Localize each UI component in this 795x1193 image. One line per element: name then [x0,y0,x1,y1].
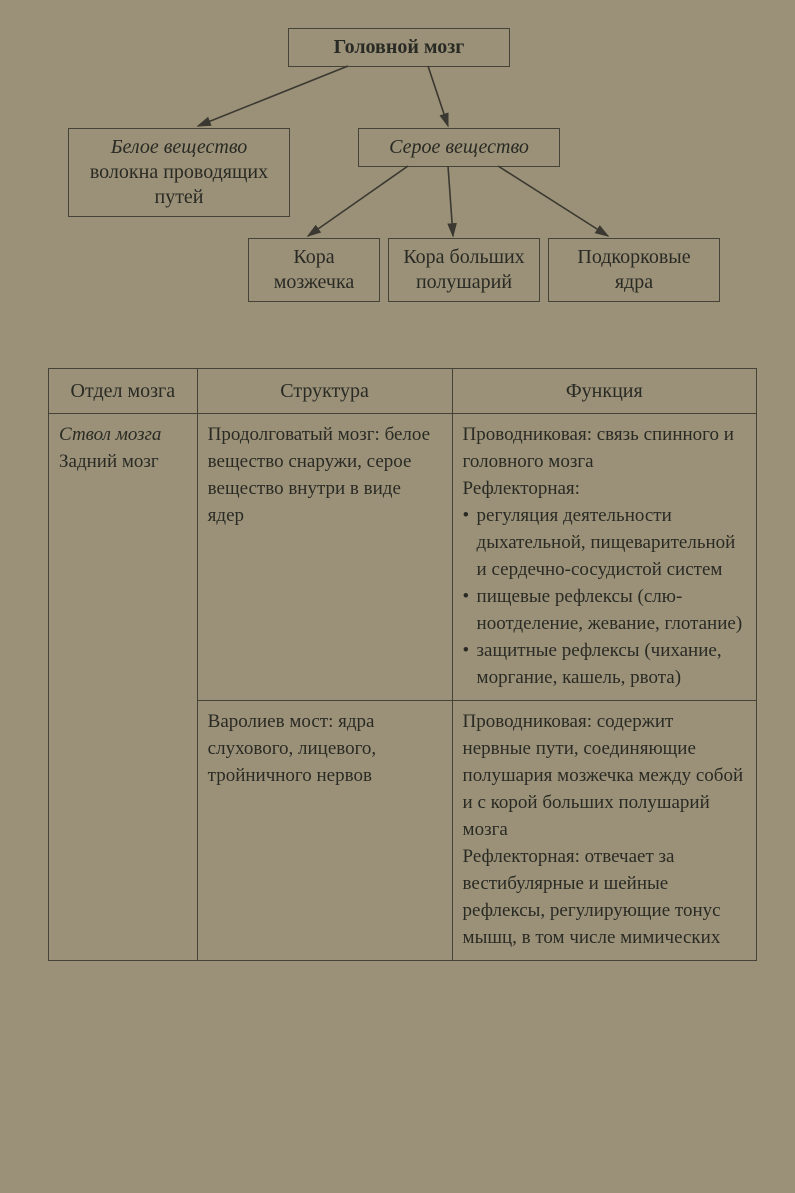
diagram-root-node: Головной мозг [288,28,510,67]
function-bullet: регуляция деятельности дыхательной, пище… [463,503,746,584]
cell-function: Проводниковая: связь спин­ного и головно… [452,414,756,701]
table-header-structure: Структура [197,369,452,414]
diagram-node-subtitle: волокна проводящих путей [79,160,279,210]
function-lead: Проводниковая: содержит нервные пути, со… [463,709,746,844]
section-plain: Задний мозг [59,451,159,472]
diagram-node-subcortical-nuclei: Подкорковые ядра [548,238,720,302]
brain-diagram: Головной мозг Белое вещество волокна про… [48,28,757,368]
diagram-node-white-matter: Белое вещество волокна проводящих путей [68,128,290,217]
function-bullets: регуляция деятельности дыхательной, пище… [463,503,746,692]
diagram-node-cerebellar-cortex: Кора мозжечка [248,238,380,302]
function-bullet: пищевые рефлексы (слю­ноотделение, жеван… [463,584,746,638]
function-lead: Проводниковая: связь спин­ного и головно… [463,422,746,476]
section-emph: Ствол мозга [59,424,161,445]
diagram-node-hemisphere-cortex: Кора больших полушарий [388,238,540,302]
diagram-node-title: Белое вещество [111,136,248,158]
function-bullet: защитные рефлексы (чи­хание, моргание, к… [463,638,746,692]
cell-brain-section: Ствол мозга Задний мозг [49,414,198,960]
cell-function: Проводниковая: содержит нервные пути, со… [452,701,756,961]
brain-sections-table: Отдел мозга Структура Функция Ствол мозг… [48,368,757,961]
page: Головной мозг Белое вещество волокна про… [48,28,757,1173]
cell-structure: Продолговатый мозг: белое вещество сна­р… [197,414,452,701]
cell-structure: Варолиев мост: ядра слухового, лицевого,… [197,701,452,961]
table-header-function: Функция [452,369,756,414]
function-sub: Рефлекторная: [463,476,746,503]
function-sub: Рефлекторная: отвечает за вестибулярные … [463,844,746,952]
table-header-row: Отдел мозга Структура Функция [49,369,757,414]
table-header-section: Отдел мозга [49,369,198,414]
table-row: Ствол мозга Задний мозг Продолговатый мо… [49,414,757,701]
diagram-node-grey-matter: Серое вещество [358,128,560,167]
